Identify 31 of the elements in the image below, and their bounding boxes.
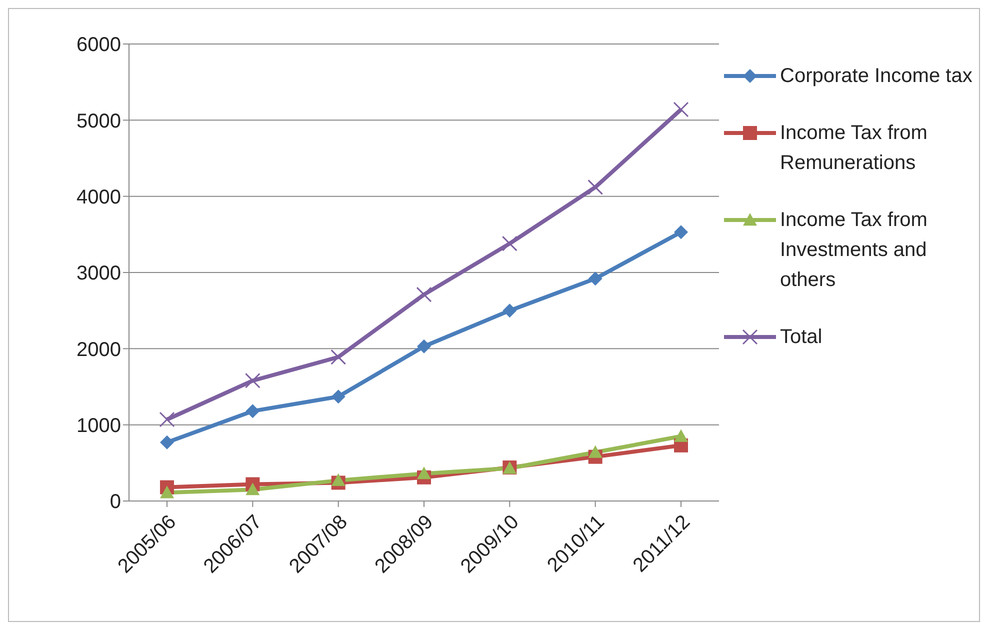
y-tick-label: 6000: [76, 34, 121, 56]
point: [674, 225, 688, 240]
y-tick-label: 5000: [76, 110, 121, 132]
point: [417, 466, 431, 480]
point: [417, 339, 431, 354]
legend-label: Income Tax from Remunerations: [780, 121, 928, 176]
point: [246, 482, 260, 496]
point: [588, 272, 602, 286]
point: [588, 179, 604, 195]
legend-label: Corporate Income tax: [780, 64, 972, 89]
legend-label: Total: [780, 325, 822, 350]
y-tick-label: 3000: [76, 262, 121, 285]
point: [416, 286, 432, 302]
point: [244, 372, 260, 388]
point: [160, 486, 174, 498]
y-tick-label: 0: [110, 491, 121, 514]
point: [674, 429, 688, 442]
point: [159, 412, 175, 428]
point: [588, 445, 602, 458]
point: [246, 404, 260, 418]
point: [331, 390, 346, 404]
point: [502, 236, 518, 252]
point: [331, 473, 346, 486]
point: [502, 304, 517, 318]
y-tick-label: 2000: [76, 338, 121, 361]
y-tick-label: 4000: [76, 186, 121, 208]
point: [160, 435, 174, 450]
point: [673, 102, 689, 118]
point: [330, 349, 346, 365]
legend-label: Income Tax from Investments and others: [780, 208, 928, 293]
y-tick-label: 1000: [76, 414, 121, 437]
